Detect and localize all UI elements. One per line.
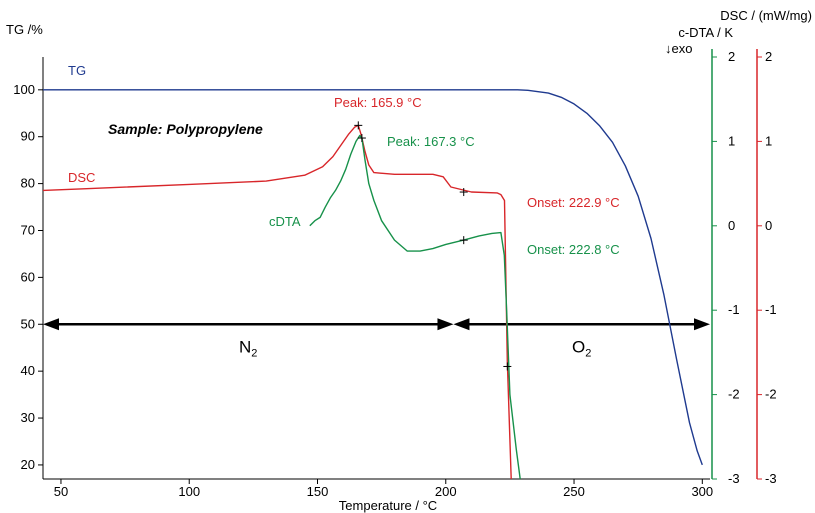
dsc-series-label: DSC bbox=[68, 170, 95, 185]
tg-series-label: TG bbox=[68, 63, 86, 78]
cdta-axis-label: c-DTA / K bbox=[678, 25, 733, 40]
dsc-tick-label: 1 bbox=[765, 133, 772, 148]
region-label-o2: O2 bbox=[572, 337, 591, 359]
dsc-axis-label: DSC / (mW/mg) bbox=[720, 8, 812, 23]
cdta-tick-label: 2 bbox=[728, 49, 735, 64]
tg-axis-label: TG /% bbox=[6, 22, 43, 37]
cdta-tick-label: 1 bbox=[728, 133, 735, 148]
dsc-tick-label: -2 bbox=[765, 387, 777, 402]
region-arrow-head-right bbox=[437, 318, 454, 331]
tg-tick-label: 40 bbox=[21, 363, 35, 378]
cdta-tick-label: -2 bbox=[728, 387, 740, 402]
region-label-n2: N2 bbox=[239, 337, 257, 359]
dsc-axis: -3 -2 -1 0 1 2 bbox=[756, 49, 777, 486]
point-marker bbox=[354, 121, 363, 130]
region-arrow-head-left bbox=[43, 318, 59, 331]
tg-axis: 20 30 40 50 60 70 80 90 100 bbox=[13, 82, 43, 472]
dsc-tick-label: -1 bbox=[765, 302, 777, 317]
region-arrow-head-left bbox=[453, 318, 470, 331]
series-line-tg bbox=[43, 89, 703, 466]
tg-tick-label: 90 bbox=[21, 129, 35, 144]
sample-annotation: Sample: Polypropylene bbox=[108, 121, 263, 137]
cdta-tick-label: 0 bbox=[728, 218, 735, 233]
dsc-tick-label: -3 bbox=[765, 471, 777, 486]
dsc-tick-label: 2 bbox=[765, 49, 772, 64]
tg-tick-label: 100 bbox=[13, 82, 35, 97]
tg-tick-label: 20 bbox=[21, 457, 35, 472]
tg-tick-label: 70 bbox=[21, 222, 35, 237]
dsc-tick-label: 0 bbox=[765, 218, 772, 233]
x-tick-label: 100 bbox=[178, 484, 200, 499]
tg-tick-label: 30 bbox=[21, 410, 35, 425]
x-tick-label: 50 bbox=[54, 484, 68, 499]
x-tick-label: 200 bbox=[435, 484, 457, 499]
x-tick-label: 250 bbox=[563, 484, 585, 499]
cdta-peak-annotation: Peak: 167.3 °C bbox=[387, 134, 475, 149]
tg-tick-label: 50 bbox=[21, 316, 35, 331]
x-tick-label: 150 bbox=[307, 484, 329, 499]
tg-tick-label: 80 bbox=[21, 176, 35, 191]
exo-direction-label: ↓exo bbox=[665, 41, 692, 56]
point-marker bbox=[459, 188, 468, 197]
series-line-dsc bbox=[42, 124, 512, 480]
x-axis: 50 100 150 200 250 300 bbox=[54, 479, 713, 499]
cdta-tick-label: -3 bbox=[728, 471, 740, 486]
point-marker bbox=[357, 134, 366, 143]
tg-tick-label: 60 bbox=[21, 269, 35, 284]
point-marker bbox=[503, 362, 512, 371]
point-marker bbox=[459, 236, 468, 245]
plot-frame bbox=[42, 57, 710, 480]
atmosphere-regions: N2 O2 bbox=[43, 318, 710, 359]
point-markers bbox=[354, 121, 512, 371]
cdta-tick-label: -1 bbox=[728, 302, 740, 317]
series-line-cdta bbox=[309, 134, 521, 480]
cdta-series-label: cDTA bbox=[269, 214, 301, 229]
dsc-peak-annotation: Peak: 165.9 °C bbox=[334, 95, 422, 110]
dsc-onset-annotation: Onset: 222.9 °C bbox=[527, 195, 620, 210]
cdta-onset-annotation: Onset: 222.8 °C bbox=[527, 242, 620, 257]
region-arrow-head-right bbox=[694, 318, 710, 331]
cdta-axis: -3 -2 -1 0 1 2 bbox=[711, 49, 740, 486]
x-tick-label: 300 bbox=[691, 484, 713, 499]
x-axis-label: Temperature / °C bbox=[339, 498, 437, 513]
series-lines bbox=[42, 89, 703, 480]
